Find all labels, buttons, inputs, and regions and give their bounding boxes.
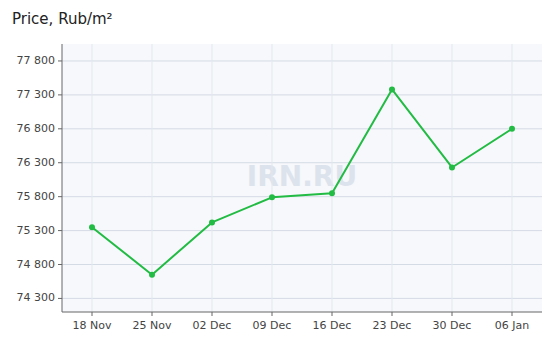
- grid-line: [92, 44, 93, 312]
- tick-mark: [58, 162, 62, 163]
- grid-line: [272, 44, 273, 312]
- tick-mark: [332, 312, 333, 316]
- y-axis: [62, 44, 63, 312]
- grid-line: [62, 264, 542, 265]
- tick-mark: [58, 196, 62, 197]
- grid-line: [392, 44, 393, 312]
- point: [449, 164, 455, 170]
- grid-line: [62, 298, 542, 299]
- tick-mark: [58, 298, 62, 299]
- grid-line: [212, 44, 213, 312]
- tick-mark: [58, 230, 62, 231]
- grid-line: [62, 196, 542, 197]
- tick-mark: [58, 60, 62, 61]
- chart: Price, Rub/m²IRN.RU74 30074 80075 30075 …: [0, 0, 560, 346]
- point: [269, 194, 275, 200]
- point: [89, 224, 95, 230]
- x-tick-label: 25 Nov: [133, 319, 172, 332]
- y-tick-label: 76 800: [17, 122, 56, 135]
- y-tick-label: 77 300: [17, 88, 56, 101]
- line: [92, 89, 512, 274]
- grid-line: [62, 162, 542, 163]
- title: Price, Rub/m²: [12, 10, 113, 28]
- x-tick-label: 30 Dec: [433, 319, 472, 332]
- x-tick-label: 23 Dec: [373, 319, 412, 332]
- x-tick-label: 06 Jan: [495, 319, 529, 332]
- tick-mark: [272, 312, 273, 316]
- y-tick-label: 75 300: [17, 224, 56, 237]
- point: [329, 190, 335, 196]
- x-tick-label: 18 Nov: [73, 319, 112, 332]
- grid: [62, 44, 542, 312]
- grid-line: [62, 60, 542, 61]
- y-tick-label: 75 800: [17, 190, 56, 203]
- tick-mark: [512, 312, 513, 316]
- grid-line: [512, 44, 513, 312]
- tick-mark: [452, 312, 453, 316]
- point: [389, 86, 395, 92]
- point: [209, 219, 215, 225]
- point: [509, 126, 515, 132]
- series: [89, 86, 515, 277]
- tick-mark: [392, 312, 393, 316]
- grid-line: [62, 230, 542, 231]
- y-tick-label: 77 800: [17, 54, 56, 67]
- tick-mark: [92, 312, 93, 316]
- chart-container: Price, Rub/m²IRN.RU74 30074 80075 30075 …: [0, 0, 560, 346]
- x-axis: [62, 312, 542, 313]
- tick-mark: [58, 264, 62, 265]
- tick-mark: [152, 312, 153, 316]
- plot-area: [62, 44, 542, 312]
- tick-mark: [212, 312, 213, 316]
- tick-mark: [58, 128, 62, 129]
- y-tick-label: 76 300: [17, 156, 56, 169]
- x-tick-label: 16 Dec: [313, 319, 352, 332]
- x-tick-label: 02 Dec: [193, 319, 232, 332]
- grid-line: [332, 44, 333, 312]
- grid-line: [62, 128, 542, 129]
- grid-line: [62, 94, 542, 95]
- point: [149, 272, 155, 278]
- y-tick-label: 74 800: [17, 258, 56, 271]
- y-tick-label: 74 300: [17, 291, 56, 304]
- tick-mark: [58, 94, 62, 95]
- grid-line: [452, 44, 453, 312]
- x-tick-label: 09 Dec: [253, 319, 292, 332]
